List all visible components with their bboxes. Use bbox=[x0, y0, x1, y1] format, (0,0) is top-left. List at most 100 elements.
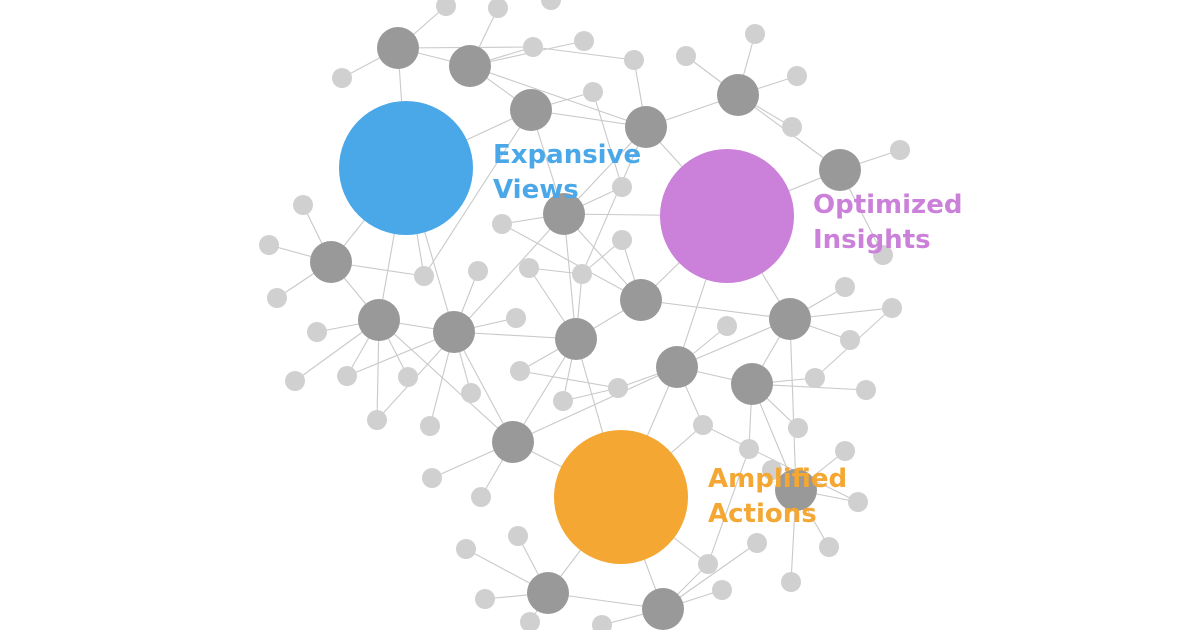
small-node bbox=[574, 31, 594, 51]
small-node bbox=[787, 66, 807, 86]
network-nodes bbox=[259, 0, 910, 630]
small-node bbox=[835, 277, 855, 297]
network-edge bbox=[423, 109, 532, 277]
small-node bbox=[762, 460, 782, 480]
small-node bbox=[781, 572, 801, 592]
small-node bbox=[519, 258, 539, 278]
small-node bbox=[840, 330, 860, 350]
small-node bbox=[717, 316, 737, 336]
small-node bbox=[475, 589, 495, 609]
small-node bbox=[422, 468, 442, 488]
small-node bbox=[541, 0, 561, 10]
small-node bbox=[398, 367, 418, 387]
label-amplified-actions-line2: Actions bbox=[708, 499, 817, 529]
medium-node bbox=[555, 318, 597, 360]
small-node bbox=[747, 533, 767, 553]
small-node bbox=[624, 50, 644, 70]
small-node bbox=[436, 0, 456, 16]
small-node bbox=[471, 487, 491, 507]
small-node bbox=[782, 117, 802, 137]
medium-node bbox=[377, 27, 419, 69]
small-node bbox=[805, 368, 825, 388]
label-optimized-insights-line2: Insights bbox=[813, 225, 931, 255]
small-node bbox=[520, 612, 540, 630]
hub-circle-expansive-views bbox=[339, 101, 473, 235]
small-node bbox=[492, 214, 512, 234]
medium-node bbox=[492, 421, 534, 463]
small-node bbox=[856, 380, 876, 400]
small-node bbox=[676, 46, 696, 66]
small-node bbox=[456, 539, 476, 559]
medium-node bbox=[543, 193, 585, 235]
small-node bbox=[698, 554, 718, 574]
medium-node bbox=[358, 299, 400, 341]
small-node bbox=[285, 371, 305, 391]
label-amplified-actions: Amplified Actions bbox=[708, 464, 856, 529]
small-node bbox=[583, 82, 603, 102]
medium-node bbox=[433, 311, 475, 353]
small-node bbox=[337, 366, 357, 386]
small-node bbox=[848, 492, 868, 512]
small-node bbox=[553, 391, 573, 411]
network-edge bbox=[592, 91, 623, 188]
small-node bbox=[592, 615, 612, 630]
hub-labels: Expansive Views Optimized Insights Ampli… bbox=[493, 140, 972, 529]
label-optimized-insights-line1: Optimized bbox=[813, 190, 962, 220]
network-edge bbox=[581, 126, 647, 275]
label-expansive-views: Expansive Views bbox=[493, 140, 650, 205]
small-node bbox=[882, 298, 902, 318]
network-edge bbox=[519, 370, 619, 389]
small-node bbox=[259, 235, 279, 255]
small-node bbox=[506, 308, 526, 328]
medium-node bbox=[642, 588, 684, 630]
small-node bbox=[267, 288, 287, 308]
medium-node bbox=[449, 45, 491, 87]
label-expansive-views-line1: Expansive bbox=[493, 140, 641, 170]
small-node bbox=[488, 0, 508, 18]
small-node bbox=[712, 580, 732, 600]
small-node bbox=[739, 439, 759, 459]
medium-node bbox=[527, 572, 569, 614]
medium-node bbox=[769, 298, 811, 340]
medium-node bbox=[310, 241, 352, 283]
medium-node bbox=[625, 106, 667, 148]
small-node bbox=[508, 526, 528, 546]
small-node bbox=[461, 383, 481, 403]
network-edge bbox=[702, 424, 859, 503]
medium-node bbox=[656, 346, 698, 388]
network-edge bbox=[469, 65, 647, 128]
small-node bbox=[693, 415, 713, 435]
small-node bbox=[572, 264, 592, 284]
network-edge bbox=[378, 319, 514, 443]
medium-node bbox=[819, 149, 861, 191]
small-node bbox=[367, 410, 387, 430]
small-node bbox=[468, 261, 488, 281]
label-amplified-actions-line1: Amplified bbox=[708, 464, 847, 494]
small-node bbox=[510, 361, 530, 381]
hub-circle-optimized-insights bbox=[660, 149, 794, 283]
network-edge bbox=[789, 318, 797, 491]
small-node bbox=[612, 230, 632, 250]
small-node bbox=[819, 537, 839, 557]
network-edge bbox=[501, 223, 642, 301]
small-node bbox=[873, 245, 893, 265]
small-node bbox=[523, 37, 543, 57]
network-edge bbox=[640, 299, 791, 320]
medium-node bbox=[775, 469, 817, 511]
label-expansive-views-line2: Views bbox=[493, 175, 579, 205]
small-node bbox=[745, 24, 765, 44]
label-optimized-insights: Optimized Insights bbox=[813, 190, 972, 255]
network-edge bbox=[532, 46, 635, 61]
hub-nodes bbox=[339, 101, 794, 564]
small-node bbox=[332, 68, 352, 88]
small-node bbox=[612, 177, 632, 197]
small-node bbox=[788, 418, 808, 438]
small-node bbox=[293, 195, 313, 215]
small-node bbox=[420, 416, 440, 436]
small-node bbox=[608, 378, 628, 398]
medium-node bbox=[620, 279, 662, 321]
network-edge bbox=[707, 448, 750, 565]
medium-node bbox=[731, 363, 773, 405]
small-node bbox=[890, 140, 910, 160]
